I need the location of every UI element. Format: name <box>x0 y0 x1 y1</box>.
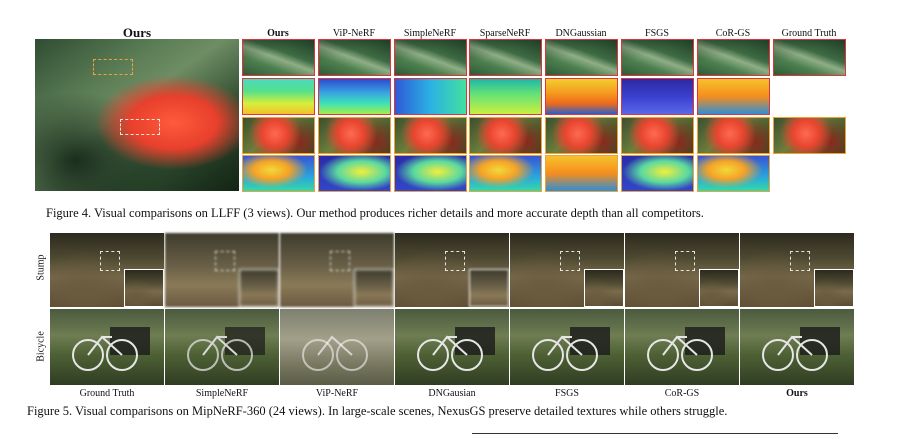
fig5-row-label: Bicycle <box>35 331 47 362</box>
fig5-stump-tile <box>395 233 509 307</box>
fig4-rgb-tile <box>773 117 846 154</box>
fig4-col-label: ViP-NeRF <box>332 28 376 39</box>
fig5-caption: Figure 5. Visual comparisons on MipNeRF-… <box>27 404 728 418</box>
fig5-crop-box <box>560 251 580 271</box>
fig5-stump-tile <box>165 233 279 307</box>
bicycle-graphic <box>72 327 150 371</box>
fig5-col-label: Ground Truth <box>79 388 135 399</box>
fig5-crop-box <box>215 251 235 271</box>
fig4-crop-box-top <box>93 59 133 75</box>
fig5-crop-box <box>790 251 810 271</box>
fig5-crop-box <box>100 251 120 271</box>
fig4-rgb-tile <box>242 39 315 76</box>
fig4-col-label: DNGaussian <box>555 28 607 39</box>
fig5-zoom-inset <box>584 269 624 307</box>
bicycle-graphic <box>187 327 265 371</box>
fig4-rgb-tile <box>318 117 391 154</box>
fig4-depth-tile <box>697 155 770 192</box>
fig5-zoom-inset <box>469 269 509 307</box>
fig5-col-label: SimpleNeRF <box>195 388 249 399</box>
fig4-col-label: SparseNeRF <box>479 28 531 39</box>
bicycle-graphic <box>762 327 840 371</box>
fig4-depth-tile <box>318 78 391 115</box>
fig5-bicycle-tile <box>50 309 164 385</box>
fig4-caption: Figure 4. Visual comparisons on LLFF (3 … <box>46 206 704 220</box>
fig5-zoom-inset <box>124 269 164 307</box>
fig4-rgb-tile <box>697 39 770 76</box>
fig4-rgb-tile <box>773 39 846 76</box>
fig4-depth-tile <box>469 78 542 115</box>
fig4-depth-tile <box>545 78 618 115</box>
bicycle-graphic <box>302 335 368 371</box>
fig4-rgb-tile <box>697 117 770 154</box>
fig5-crop-box <box>675 251 695 271</box>
fig5-crop-box <box>445 251 465 271</box>
fig4-depth-tile <box>621 155 694 192</box>
fig5-col-label: DNGausian <box>428 388 476 399</box>
fig5-bicycle-tile <box>740 309 854 385</box>
fig5-col-label: CoR-GS <box>664 388 700 399</box>
fig5-stump-tile <box>740 233 854 307</box>
fig4-rgb-tile <box>318 39 391 76</box>
fig5-stump-tile <box>280 233 394 307</box>
fig5-zoom-inset <box>814 269 854 307</box>
fig4-rgb-tile <box>621 39 694 76</box>
fig4-depth-tile <box>394 155 467 192</box>
fig5-stump-tile <box>50 233 164 307</box>
fig5-col-label: ViP-NeRF <box>315 388 359 399</box>
fig4-crop-box-bottom <box>120 119 160 135</box>
fig5-bicycle-tile <box>395 309 509 385</box>
fig5-col-label: Ours <box>786 388 808 399</box>
bicycle-graphic <box>647 327 725 371</box>
fig4-depth-tile <box>545 155 618 192</box>
fig4-depth-tile <box>469 155 542 192</box>
fig4-rgb-tile <box>394 39 467 76</box>
bicycle-graphic <box>532 327 610 371</box>
fig4-col-label: SimpleNeRF <box>403 28 457 39</box>
fig4-depth-tile <box>242 155 315 192</box>
fig5-stump-tile <box>510 233 624 307</box>
fig4-rgb-tile <box>545 117 618 154</box>
fig5-bicycle-tile <box>165 309 279 385</box>
fig5-zoom-inset <box>354 269 394 307</box>
fig4-col-label: Ground Truth <box>781 28 837 39</box>
fig5-bicycle-tile <box>625 309 739 385</box>
fig5-bicycle-tile <box>510 309 624 385</box>
fig5-zoom-inset <box>239 269 279 307</box>
fig4-ours-large-image <box>35 39 239 191</box>
footnote-rule <box>472 433 838 434</box>
fig5-bicycle-tile <box>280 309 394 385</box>
fig4-col-label: FSGS <box>645 28 669 39</box>
fig5-row-label: Stump <box>35 254 47 281</box>
fig4-rgb-tile <box>242 117 315 154</box>
fig4-depth-tile <box>621 78 694 115</box>
fig4-rgb-tile <box>545 39 618 76</box>
bicycle-graphic <box>417 327 495 371</box>
fig4-rgb-tile <box>469 117 542 154</box>
fig4-depth-tile <box>697 78 770 115</box>
fig4-rgb-tile <box>394 117 467 154</box>
fig4-depth-tile <box>242 78 315 115</box>
fig4-ours-large-label: Ours <box>122 25 152 40</box>
fig4-depth-tile <box>394 78 467 115</box>
fig4-depth-tile <box>318 155 391 192</box>
fig4-col-label: Ours <box>267 28 289 39</box>
fig5-col-label: FSGS <box>555 388 579 399</box>
fig4-rgb-tile <box>621 117 694 154</box>
fig4-col-label: CoR-GS <box>715 28 751 39</box>
fig5-crop-box <box>330 251 350 271</box>
fig5-stump-tile <box>625 233 739 307</box>
fig4-rgb-tile <box>469 39 542 76</box>
fig5-zoom-inset <box>699 269 739 307</box>
